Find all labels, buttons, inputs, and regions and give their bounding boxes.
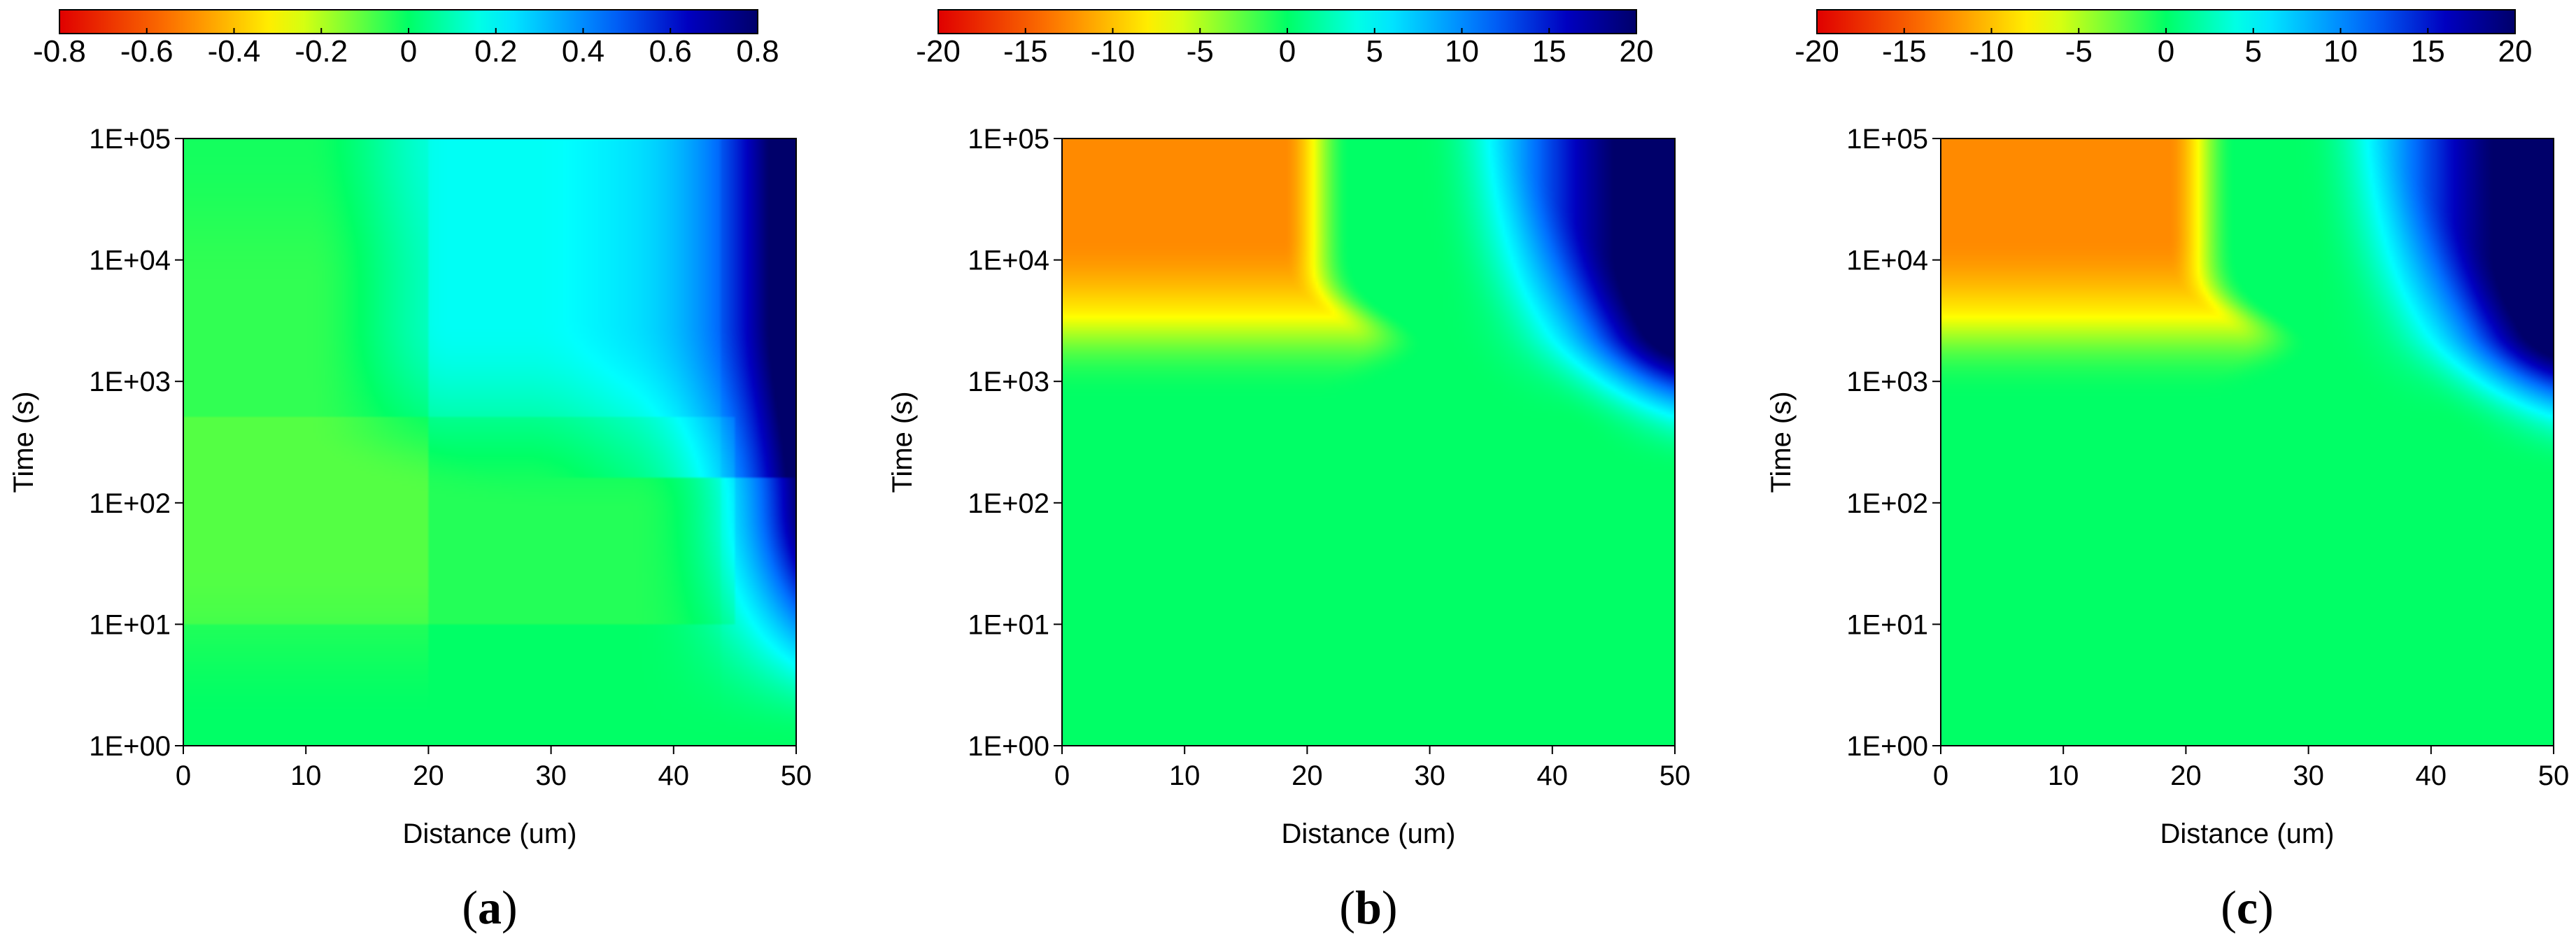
x-tick-label: 20 [2170, 760, 2202, 791]
colorbar-tick-label: 15 [2411, 34, 2445, 69]
colorbar-tick-label: 0.6 [649, 34, 692, 69]
colorbar-tick-label: 0.4 [562, 34, 604, 69]
panel-label-open: ( [1339, 881, 1355, 934]
plot-frame [1061, 138, 1676, 746]
heatmap-field [1062, 139, 1675, 746]
y-tick-label: 1E+00 [89, 731, 171, 762]
colorbar-tick-label: 0 [2158, 34, 2174, 69]
y-tick-label: 1E+04 [89, 246, 171, 276]
x-tick-label: 50 [781, 760, 812, 791]
colorbar-tick-label: 20 [1620, 34, 1654, 69]
heatmap-field [1941, 139, 2554, 746]
y-tick-label: 1E+01 [1846, 609, 1928, 640]
x-tick-label: 10 [290, 760, 322, 791]
panel-label: (c) [2221, 881, 2274, 934]
colorbar-tick-label: 15 [1532, 34, 1566, 69]
colorbar: -0.8 -0.6 -0.4 -0.2 0 0.2 0.4 0.6 0.8 [33, 9, 779, 69]
y-tick-label: 1E+00 [968, 731, 1049, 762]
panel-label-close: ) [1382, 881, 1398, 934]
colorbar-tick-label: -10 [1969, 34, 2014, 69]
colorbar-tick-label: -0.6 [120, 34, 174, 69]
colorbar-tick-label: -0.8 [33, 34, 86, 69]
panel-label: (a) [462, 881, 517, 934]
x-tick-label: 10 [1169, 760, 1201, 791]
colorbar-tick-label: -0.4 [208, 34, 261, 69]
x-tick-label: 0 [1054, 760, 1070, 791]
x-tick-label: 10 [2048, 760, 2079, 791]
panel-label-letter: c [2237, 881, 2258, 934]
y-tick-label: 1E+03 [89, 367, 171, 397]
heatmap-field [183, 139, 796, 746]
y-tick-label: 1E+03 [1846, 367, 1928, 397]
colorbar-tick-label: 10 [2323, 34, 2358, 69]
y-axis-title: Time (s) [887, 391, 918, 492]
y-tick-label: 1E+02 [89, 488, 171, 519]
colorbar-tick-label: 10 [1445, 34, 1479, 69]
colorbar-tick-label: -0.2 [295, 34, 348, 69]
colorbar-tick-label: 0 [1279, 34, 1296, 69]
panel-label-close: ) [502, 881, 518, 934]
x-axis-title: Distance (um) [2160, 818, 2335, 849]
y-tick-label: 1E+01 [968, 609, 1049, 640]
colorbar-tick-label: -5 [2065, 34, 2093, 69]
colorbar-tick-label: -20 [1795, 34, 1839, 69]
y-tick-label: 1E+05 [968, 124, 1049, 155]
x-tick-label: 50 [2538, 760, 2570, 791]
colorbar-tick-label: -20 [916, 34, 961, 69]
x-tick-label: 20 [1291, 760, 1323, 791]
colorbar-tick-label: -15 [1882, 34, 1927, 69]
panel-b: -20 -15 -10 -5 0 5 10 15 20 0 10 20 30 40 50 Distance (… [887, 9, 1691, 934]
panel-label-open: ( [2221, 881, 2237, 934]
y-tick-label: 1E+01 [89, 609, 171, 640]
x-tick-label: 50 [1659, 760, 1691, 791]
colorbar-tick-label: 5 [1366, 34, 1383, 69]
colorbar-tick-label: 0 [400, 34, 417, 69]
x-tick-label: 30 [2293, 760, 2324, 791]
panel-label-letter: b [1355, 881, 1382, 934]
colorbar: -20 -15 -10 -5 0 5 10 15 20 [916, 9, 1654, 69]
y-tick-label: 1E+05 [89, 124, 171, 155]
panel-label-letter: a [478, 881, 502, 934]
x-tick-label: 0 [1933, 760, 1948, 791]
panel-a: -0.8 -0.6 -0.4 -0.2 0 0.2 0.4 0.6 0.8 0 10 20 30 40 50… [8, 9, 812, 934]
x-axis-title: Distance (um) [403, 818, 577, 849]
plot-frame [1940, 138, 2554, 746]
colorbar-tick-label: -5 [1187, 34, 1214, 69]
colorbar: -20 -15 -10 -5 0 5 10 15 20 [1795, 9, 2533, 69]
colorbar-tick-label: 20 [2498, 34, 2533, 69]
x-tick-label: 30 [535, 760, 567, 791]
y-tick-label: 1E+02 [968, 488, 1049, 519]
y-tick-label: 1E+04 [1846, 246, 1928, 276]
panel-c: -20 -15 -10 -5 0 5 10 15 20 0 10 20 30 40 50 Distance (… [1766, 9, 2570, 934]
y-tick-label: 1E+00 [1846, 731, 1928, 762]
colorbar-tick-label: 0.2 [474, 34, 517, 69]
x-tick-label: 30 [1414, 760, 1445, 791]
panel-label: (b) [1339, 881, 1397, 934]
plot-frame [183, 138, 797, 746]
x-tick-label: 20 [413, 760, 444, 791]
panel-label-close: ) [2258, 881, 2274, 934]
y-tick-label: 1E+04 [968, 246, 1049, 276]
x-tick-label: 40 [2416, 760, 2447, 791]
y-tick-label: 1E+05 [1846, 124, 1928, 155]
panel-label-open: ( [462, 881, 478, 934]
colorbar-tick-label: -10 [1091, 34, 1135, 69]
y-tick-label: 1E+03 [968, 367, 1049, 397]
colorbar-tick-label: -15 [1003, 34, 1048, 69]
y-axis-title: Time (s) [1766, 391, 1797, 492]
x-tick-label: 40 [658, 760, 690, 791]
y-tick-label: 1E+02 [1846, 488, 1928, 519]
y-axis-title: Time (s) [8, 391, 39, 492]
x-tick-label: 40 [1537, 760, 1569, 791]
x-tick-label: 0 [176, 760, 191, 791]
colorbar-tick-label: 0.8 [736, 34, 779, 69]
colorbar-tick-label: 5 [2245, 34, 2262, 69]
x-axis-title: Distance (um) [1282, 818, 1456, 849]
